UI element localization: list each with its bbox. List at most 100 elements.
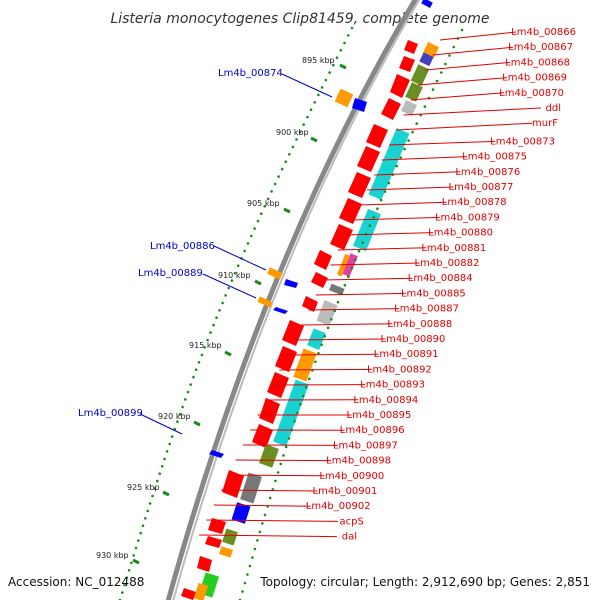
leader-line — [301, 324, 392, 325]
inner-dot — [411, 131, 414, 134]
leader-line — [323, 278, 412, 280]
inner-dot — [330, 318, 333, 321]
leader-line — [294, 339, 385, 340]
tick-label: 925 kbp — [127, 483, 160, 492]
gene-arrow — [197, 556, 212, 572]
right-label: Lm4b_00881 — [421, 243, 486, 254]
leader-line — [433, 47, 513, 55]
right-label: Lm4b_00898 — [326, 456, 391, 467]
outer-dot — [343, 42, 346, 45]
outer-dot — [257, 220, 260, 223]
outer-dot — [121, 591, 124, 594]
outer-dot — [156, 480, 159, 483]
outer-dot — [189, 383, 192, 386]
outer-dot — [321, 86, 324, 89]
gene-top-blue — [421, 0, 433, 8]
left-label-lm4b-00899: Lm4b_00899 — [78, 408, 143, 419]
outer-dot — [247, 242, 250, 245]
outer-dot — [187, 391, 190, 394]
outer-dot — [277, 175, 280, 178]
leader-line — [360, 202, 447, 205]
inner-dot — [285, 446, 288, 449]
inner-dot — [324, 335, 327, 338]
inner-dot — [376, 207, 379, 210]
inner-dot — [436, 80, 439, 83]
inner-dot — [372, 216, 375, 219]
right-label: Lm4b_00902 — [306, 501, 371, 512]
inner-dot — [256, 539, 259, 542]
genome-backbone-inner — [172, 0, 422, 600]
left-label-lm4b-00874: Lm4b_00874 — [218, 68, 283, 79]
outer-dot — [195, 368, 198, 371]
inner-dot — [415, 122, 418, 125]
outer-dot — [151, 495, 154, 498]
right-label: Lm4b_00896 — [340, 425, 405, 436]
gene-orange — [293, 349, 316, 382]
gene-arrow-blue — [273, 307, 288, 314]
gene-arrow — [222, 470, 244, 498]
right-label: Lm4b_00901 — [313, 486, 378, 497]
right-label: Lm4b_00890 — [381, 334, 446, 345]
outer-dot — [168, 443, 171, 446]
outer-dot — [132, 554, 135, 557]
outer-dot — [340, 49, 343, 52]
leader-line — [418, 78, 507, 85]
leader-line — [214, 246, 266, 270]
outer-dot — [128, 569, 131, 572]
inner-dot — [327, 327, 330, 330]
inner-dot — [448, 54, 451, 57]
right-label: Lm4b_00868 — [505, 57, 570, 68]
inner-dot — [407, 139, 410, 142]
inner-dot — [361, 241, 364, 244]
gene-olive — [222, 528, 238, 545]
outer-dot — [243, 250, 246, 253]
gene-arrow — [259, 398, 280, 424]
tick-label: 920 kbp — [158, 412, 191, 421]
gene-arrow — [381, 98, 401, 120]
outer-dot — [149, 502, 152, 505]
leader-line — [425, 62, 510, 70]
inner-dot — [314, 361, 317, 364]
right-label: Lm4b_00878 — [442, 197, 507, 208]
leader-line — [404, 108, 541, 115]
inner-dot — [296, 412, 299, 415]
left-label-lm4b-00889: Lm4b_00889 — [138, 268, 203, 279]
outer-dot — [161, 465, 164, 468]
outer-dot — [253, 227, 256, 230]
right-label: Lm4b_00893 — [360, 380, 425, 391]
outer-dot — [237, 264, 240, 267]
outer-dot — [347, 34, 350, 37]
right-label: Lm4b_00870 — [499, 88, 564, 99]
outer-dot — [288, 153, 291, 156]
tick-label: 905 kbp — [247, 199, 280, 208]
tick-label: 930 kbp — [96, 551, 129, 560]
genome-summary-text: Topology: circular; Length: 2,912,690 bp… — [259, 575, 590, 589]
right-label: Lm4b_00892 — [367, 364, 432, 375]
right-label: Lm4b_00880 — [428, 228, 493, 239]
outer-dot — [325, 79, 328, 82]
gene-arrow — [399, 56, 415, 72]
leader-line — [411, 93, 504, 100]
genome-map: Listeria monocytogenes Clip81459, comple… — [0, 0, 600, 600]
gene-orange — [194, 583, 208, 600]
inner-dot — [264, 514, 267, 517]
outer-dot — [181, 406, 184, 409]
accession-text: Accession: NC_012488 — [8, 575, 144, 589]
gene-arrow-blue — [284, 279, 298, 288]
outer-dot — [184, 398, 187, 401]
inner-dot — [395, 165, 398, 168]
leader-line — [338, 248, 426, 250]
inner-dot — [388, 182, 391, 185]
right-label: Lm4b_00891 — [374, 349, 439, 360]
inner-dot — [347, 275, 350, 278]
right-label: Lm4b_00879 — [435, 212, 500, 223]
inner-dot — [259, 531, 262, 534]
inner-dot — [337, 301, 340, 304]
outer-dot — [227, 287, 230, 290]
right-label: Lm4b_00895 — [347, 410, 412, 421]
inner-dot — [269, 497, 272, 500]
inner-dot — [251, 556, 254, 559]
inner-dot — [351, 267, 354, 270]
outer-dot — [292, 146, 295, 149]
tick-label: 910 kbp — [218, 271, 251, 280]
